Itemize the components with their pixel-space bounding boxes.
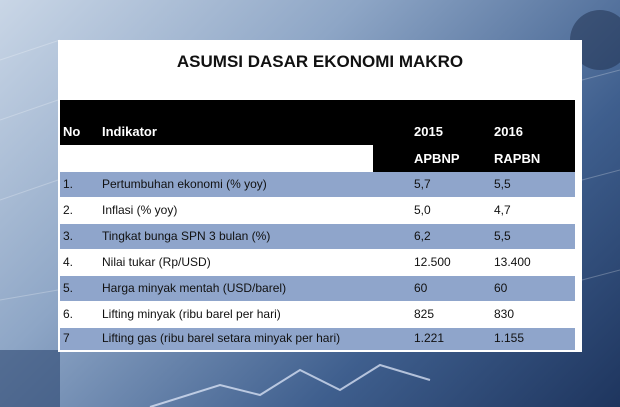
value-2016: 1.155 [494, 331, 525, 345]
table-row: 6. Lifting minyak (ribu barel per hari) 82… [60, 302, 575, 327]
value-2015: 825 [414, 307, 435, 321]
table-row: 2. Inflasi (% yoy) 5,0 4,7 [60, 198, 575, 223]
header-2016: 2016 [494, 124, 523, 139]
value-2016: 60 [494, 281, 508, 295]
header-indikator: Indikator [102, 124, 157, 139]
header-bg [60, 100, 575, 145]
value-2015: 6,2 [414, 229, 431, 243]
row-number: 6. [63, 307, 74, 321]
title: ASUMSI DASAR EKONOMI MAKRO [176, 52, 464, 71]
table-panel: ASUMSI DASAR EKONOMI MAKRO No Indikator … [58, 40, 582, 352]
value-2015: 60 [414, 281, 428, 295]
header-no: No [63, 124, 81, 139]
subheader-2016: RAPBN [494, 151, 541, 166]
value-2015: 5,0 [414, 203, 431, 217]
indicator: Inflasi (% yoy) [102, 203, 178, 217]
table-row: 1. Pertumbuhan ekonomi (% yoy) 5,7 5,5 [60, 172, 575, 197]
subheader-bg [373, 145, 575, 172]
row-number: 3. [63, 229, 74, 243]
subheader-2015: APBNP [414, 151, 460, 166]
header-2015: 2015 [414, 124, 443, 139]
indicator: Lifting gas (ribu barel setara minyak pe… [102, 331, 341, 345]
indicator: Pertumbuhan ekonomi (% yoy) [102, 177, 267, 191]
value-2015: 12.500 [414, 255, 451, 269]
indicator: Tingkat bunga SPN 3 bulan (%) [102, 229, 271, 243]
value-2015: 5,7 [414, 177, 431, 191]
value-2016: 13.400 [494, 255, 531, 269]
value-2016: 4,7 [494, 203, 511, 217]
row-number: 7 [63, 331, 70, 345]
value-2016: 5,5 [494, 177, 511, 191]
table-row: 3. Tingkat bunga SPN 3 bulan (%) 6,2 5,5 [60, 224, 575, 249]
value-2016: 5,5 [494, 229, 511, 243]
indicator: Lifting minyak (ribu barel per hari) [102, 307, 281, 321]
row-number: 5. [63, 281, 74, 295]
row-number: 2. [63, 203, 74, 217]
table-row: 4. Nilai tukar (Rp/USD) 12.500 13.400 [60, 250, 575, 275]
value-2015: 1.221 [414, 331, 445, 345]
row-number: 1. [63, 177, 74, 191]
indicator: Nilai tukar (Rp/USD) [102, 255, 211, 269]
table-row: 5. Harga minyak mentah (USD/barel) 60 60 [60, 276, 575, 301]
row-number: 4. [63, 255, 74, 269]
indicator: Harga minyak mentah (USD/barel) [102, 281, 287, 295]
value-2016: 830 [494, 307, 515, 321]
table-row: 7 Lifting gas (ribu barel setara minyak p… [60, 328, 575, 350]
